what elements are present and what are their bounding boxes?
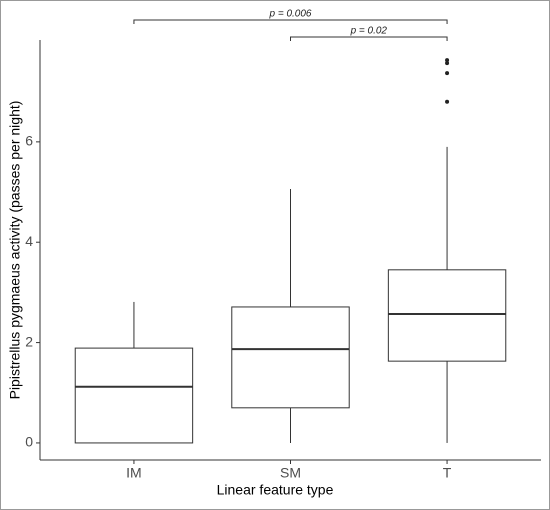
x-tick-label: IM — [126, 465, 142, 481]
annotation: p = 0.02 — [350, 26, 388, 37]
outlier — [445, 61, 450, 66]
significance-bracket — [290, 36, 448, 41]
y-axis-label: Pipistrellus pygmaeus activity (passes p… — [7, 101, 23, 400]
y-tick-label: 2 — [25, 333, 33, 349]
y-tick-label: 4 — [25, 233, 33, 249]
y-tick-label: 6 — [25, 133, 33, 149]
x-tick-label: T — [443, 465, 452, 481]
outlier — [445, 71, 450, 76]
box — [74, 347, 194, 444]
x-axis-label: Linear feature type — [217, 482, 334, 498]
x-tick-label: SM — [280, 465, 301, 481]
y-tick-label: 0 — [25, 434, 33, 450]
box — [231, 306, 350, 409]
annotation: p = 0.006 — [269, 9, 312, 20]
outlier — [445, 58, 450, 63]
outlier — [445, 99, 450, 104]
box — [387, 269, 507, 362]
significance-bracket — [133, 19, 448, 24]
